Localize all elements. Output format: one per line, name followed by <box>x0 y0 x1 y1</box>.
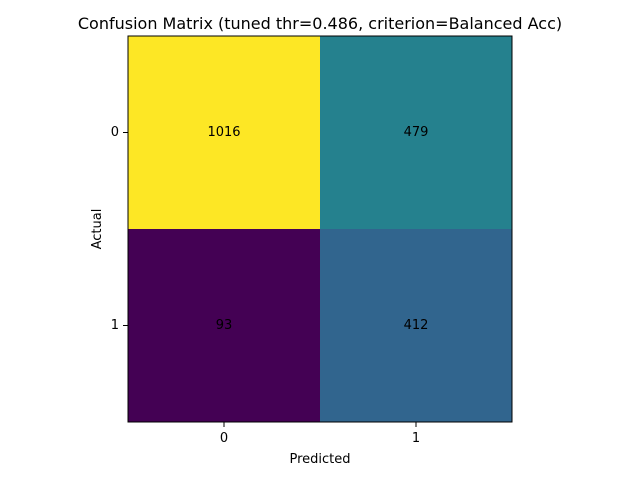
matrix-cell-r1-c1 <box>320 229 512 422</box>
matrix-cell-r0-c0 <box>128 36 320 229</box>
matrix-value-r1-c0: 93 <box>216 318 233 333</box>
y-axis-label: Actual <box>90 209 105 250</box>
matrix-layer: 1016 479 93 412 <box>128 36 512 422</box>
y-tick-label-0: 0 <box>111 125 119 140</box>
matrix-value-r0-c0: 1016 <box>207 125 240 140</box>
chart-title: Confusion Matrix (tuned thr=0.486, crite… <box>78 14 562 33</box>
x-axis-label: Predicted <box>289 452 350 467</box>
matrix-cell-r0-c1 <box>320 36 512 229</box>
matrix-value-r1-c1: 412 <box>404 318 429 333</box>
matrix-cell-r1-c0 <box>128 229 320 422</box>
plot-frame <box>127 35 513 423</box>
y-ticks-layer: 01 <box>111 125 128 333</box>
x-tick-label-0: 0 <box>220 431 228 446</box>
matrix-value-r0-c1: 479 <box>404 125 429 140</box>
y-tick-label-1: 1 <box>111 318 119 333</box>
x-tick-label-1: 1 <box>412 431 420 446</box>
